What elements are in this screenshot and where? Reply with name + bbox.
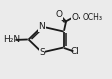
Text: O: O xyxy=(55,11,62,20)
Text: Cl: Cl xyxy=(70,47,79,56)
Text: OCH₃: OCH₃ xyxy=(82,13,102,22)
Text: H₂N: H₂N xyxy=(3,35,20,44)
Text: N: N xyxy=(38,22,45,31)
Text: S: S xyxy=(39,48,44,57)
Text: O: O xyxy=(71,13,78,22)
